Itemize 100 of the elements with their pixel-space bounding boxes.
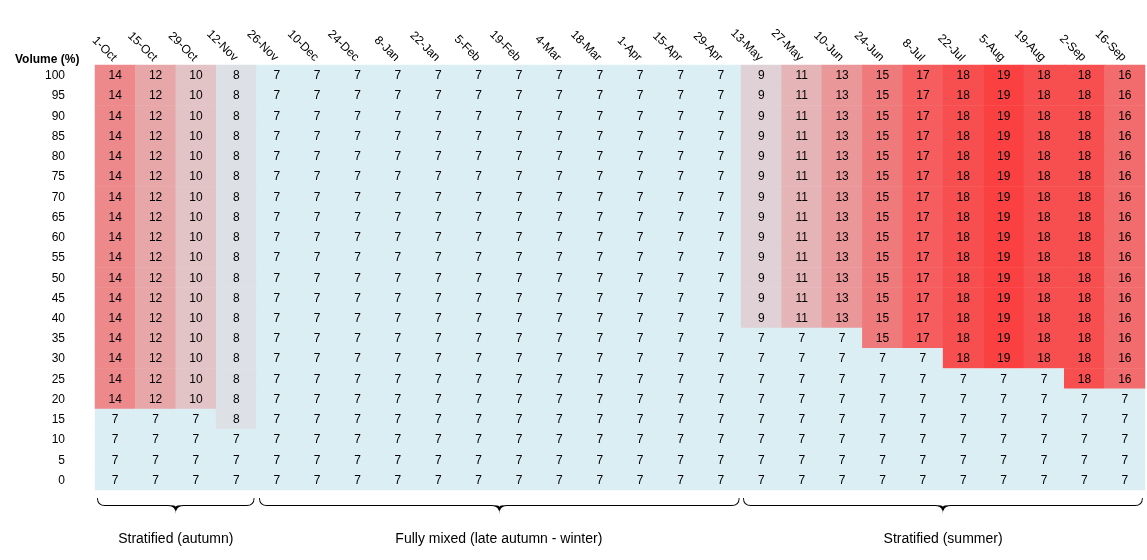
data-label: 7 (556, 290, 564, 305)
data-label: 15 (875, 128, 890, 143)
data-label: 7 (677, 149, 685, 164)
data-label: 15 (875, 68, 890, 83)
data-label: 7 (434, 412, 442, 427)
data-label: 7 (1000, 432, 1008, 447)
data-label: 10 (189, 331, 203, 346)
data-label: 7 (515, 371, 523, 386)
data-label: 7 (1000, 391, 1008, 406)
data-label: 7 (556, 189, 564, 204)
data-label: 7 (394, 250, 402, 265)
data-label: 7 (475, 128, 483, 143)
data-label: 16 (1118, 209, 1132, 224)
data-label: 7 (677, 472, 685, 487)
data-label: 18 (1077, 108, 1092, 123)
data-label: 7 (636, 351, 644, 366)
data-label: 7 (717, 391, 725, 406)
data-label: 18 (1037, 250, 1052, 265)
data-label: 7 (596, 371, 604, 386)
data-label: 7 (515, 270, 523, 285)
data-label: 7 (758, 351, 765, 366)
data-label: 14 (108, 391, 123, 406)
data-label: 14 (108, 371, 123, 386)
data-label: 7 (192, 432, 200, 447)
data-label: 7 (434, 472, 442, 487)
data-label: 7 (354, 88, 362, 103)
data-label: 7 (354, 310, 362, 325)
data-label: 7 (556, 108, 564, 123)
data-label: 18 (956, 68, 971, 83)
data-label: 7 (1040, 412, 1048, 427)
data-label: 7 (677, 128, 685, 143)
data-label: 11 (795, 149, 809, 164)
data-label: 7 (354, 230, 362, 245)
data-label: 7 (838, 432, 846, 447)
data-label: 7 (636, 169, 644, 184)
data-label: 7 (273, 68, 281, 83)
y-tick-label: 80 (51, 149, 66, 164)
data-label: 8 (233, 351, 240, 366)
data-label: 7 (354, 290, 362, 305)
data-label: 7 (434, 108, 442, 123)
data-label: 7 (798, 371, 806, 386)
data-label: 7 (677, 290, 685, 305)
data-label: 13 (835, 108, 850, 123)
data-label: 7 (273, 270, 281, 285)
data-label: 7 (515, 412, 523, 427)
y-tick-label: 15 (51, 412, 66, 427)
data-label: 13 (835, 209, 850, 224)
data-label: 7 (354, 108, 362, 123)
data-label: 7 (475, 412, 483, 427)
data-label: 16 (1118, 189, 1132, 204)
data-label: 19 (996, 230, 1011, 245)
data-label: 8 (233, 128, 240, 143)
data-label: 15 (875, 209, 890, 224)
data-label: 7 (434, 149, 442, 164)
data-label: 17 (916, 169, 930, 184)
data-label: 7 (273, 452, 281, 467)
data-label: 8 (233, 412, 240, 427)
y-tick-label: 90 (51, 108, 66, 123)
data-label: 7 (313, 209, 321, 224)
data-label: 18 (1037, 331, 1052, 346)
data-label: 10 (189, 250, 203, 265)
data-label: 7 (354, 209, 362, 224)
data-label: 14 (108, 310, 123, 325)
data-label: 17 (916, 68, 930, 83)
data-label: 14 (108, 68, 123, 83)
data-label: 7 (758, 432, 765, 447)
y-tick-label: 5 (58, 452, 66, 467)
data-label: 7 (1040, 472, 1048, 487)
data-label: 16 (1118, 270, 1132, 285)
data-label: 14 (108, 351, 123, 366)
data-label: 7 (192, 412, 200, 427)
data-label: 7 (273, 412, 281, 427)
data-label: 7 (354, 452, 362, 467)
data-label: 10 (189, 149, 203, 164)
data-label: 19 (996, 310, 1011, 325)
data-label: 16 (1118, 108, 1132, 123)
data-label: 7 (596, 331, 604, 346)
data-label: 7 (313, 290, 321, 305)
data-label: 14 (108, 331, 123, 346)
data-label: 7 (677, 371, 685, 386)
data-label: 11 (795, 290, 809, 305)
data-label: 18 (956, 149, 971, 164)
data-label: 7 (1000, 472, 1008, 487)
data-label: 7 (354, 432, 362, 447)
data-label: 18 (1077, 250, 1092, 265)
data-label: 17 (916, 189, 930, 204)
data-label: 7 (434, 432, 442, 447)
data-label: 9 (758, 189, 765, 204)
data-label: 7 (273, 351, 281, 366)
data-label: 7 (434, 331, 442, 346)
data-label: 7 (959, 432, 967, 447)
data-label: 12 (148, 108, 163, 123)
data-label: 7 (959, 371, 967, 386)
data-label: 7 (1040, 432, 1048, 447)
data-label: 7 (515, 331, 523, 346)
data-label: 7 (434, 250, 442, 265)
data-label: 7 (475, 452, 483, 467)
data-label: 7 (596, 68, 604, 83)
data-label: 7 (273, 88, 281, 103)
data-label: 19 (996, 250, 1011, 265)
